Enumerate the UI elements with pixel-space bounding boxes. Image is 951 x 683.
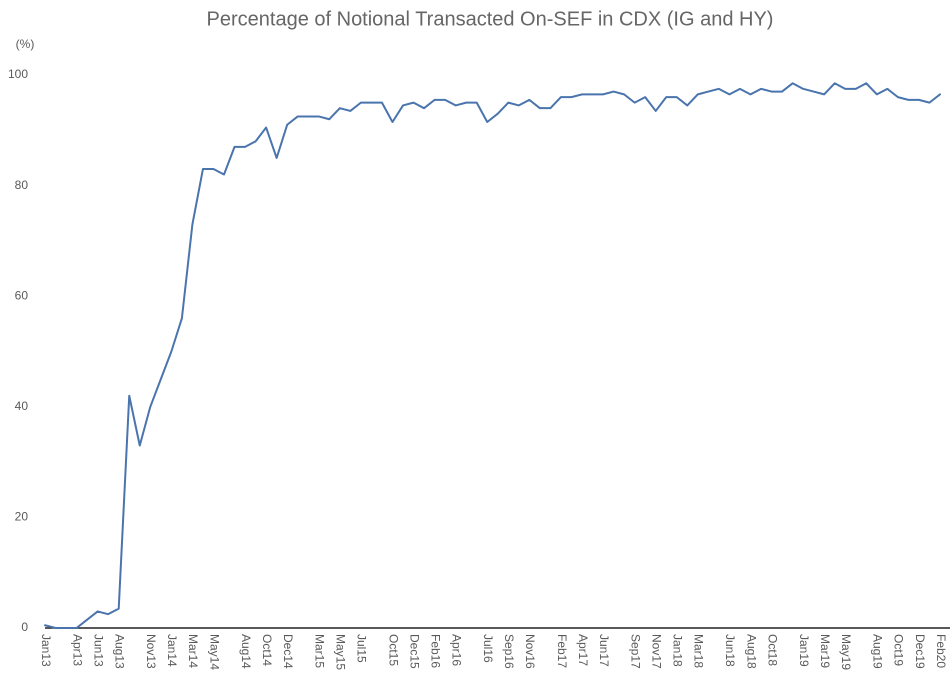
x-tick-label: Oct14 bbox=[260, 634, 274, 666]
x-tick-label: Feb16 bbox=[428, 634, 442, 668]
x-tick-label: Jan18 bbox=[671, 634, 685, 667]
y-axis-label: (%) bbox=[16, 37, 35, 51]
x-tick-label: Jul15 bbox=[355, 634, 369, 663]
x-tick-label: Jan19 bbox=[797, 634, 811, 667]
y-tick-label: 40 bbox=[15, 399, 29, 413]
y-tick-label: 80 bbox=[15, 178, 29, 192]
x-tick-label: Jan13 bbox=[39, 634, 53, 667]
x-tick-label: Sep17 bbox=[628, 634, 642, 669]
x-tick-label: Dec19 bbox=[913, 634, 927, 669]
x-tick-label: Mar14 bbox=[186, 634, 200, 668]
x-tick-label: Mar19 bbox=[818, 634, 832, 668]
x-tick-label: Dec14 bbox=[281, 634, 295, 669]
x-tick-label: Apr13 bbox=[70, 634, 84, 666]
x-tick-label: Jun17 bbox=[597, 634, 611, 667]
x-tick-label: Oct18 bbox=[765, 634, 779, 666]
x-tick-label: Mar15 bbox=[313, 634, 327, 668]
x-tick-label: Apr16 bbox=[449, 634, 463, 666]
y-tick-label: 100 bbox=[8, 67, 28, 81]
x-tick-label: May14 bbox=[207, 634, 221, 670]
x-tick-label: Aug14 bbox=[239, 634, 253, 669]
x-tick-label: Jan14 bbox=[165, 634, 179, 667]
x-tick-label: Nov13 bbox=[144, 634, 158, 669]
x-tick-label: Aug19 bbox=[871, 634, 885, 669]
x-tick-label: May15 bbox=[334, 634, 348, 670]
x-tick-label: Oct19 bbox=[892, 634, 906, 666]
x-tick-label: Jul16 bbox=[481, 634, 495, 663]
x-tick-label: Oct15 bbox=[386, 634, 400, 666]
x-tick-label: Dec15 bbox=[407, 634, 421, 669]
line bbox=[44, 82, 941, 629]
x-tick-label: Jun18 bbox=[723, 634, 737, 667]
x-tick-label: Nov16 bbox=[523, 634, 537, 669]
x-tick-label: May19 bbox=[839, 634, 853, 670]
x-tick-label: Feb17 bbox=[555, 634, 569, 668]
y-tick-label: 0 bbox=[21, 620, 28, 634]
x-tick-label: Mar18 bbox=[692, 634, 706, 668]
x-tick-label: Aug13 bbox=[113, 634, 127, 669]
x-tick-label: Aug18 bbox=[744, 634, 758, 669]
x-tick-label: Feb20 bbox=[934, 634, 948, 668]
chart-title: Percentage of Notional Transacted On-SEF… bbox=[207, 8, 774, 30]
y-tick-label: 60 bbox=[15, 288, 29, 302]
x-tick-label: Apr17 bbox=[576, 634, 590, 666]
x-tick-label: Jun13 bbox=[91, 634, 105, 667]
x-tick-label: Nov17 bbox=[650, 634, 664, 669]
x-tick-label: Sep16 bbox=[502, 634, 516, 669]
y-tick-label: 20 bbox=[15, 510, 29, 524]
